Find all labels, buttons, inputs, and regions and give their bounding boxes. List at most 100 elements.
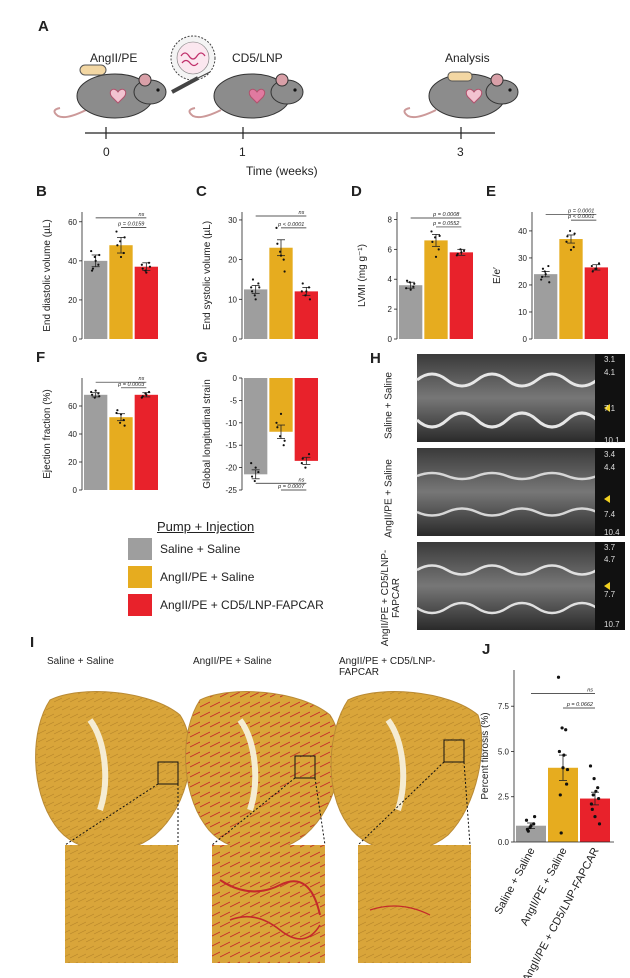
data-point	[459, 248, 462, 251]
timeline-axis-label: Time (weeks)	[246, 164, 318, 178]
timeline-tick-1: 1	[239, 145, 246, 159]
histology-zoom-saline	[65, 845, 178, 963]
data-point	[119, 240, 122, 243]
echo-image-car	[417, 542, 595, 630]
significance-label: p = 0.0001	[567, 209, 594, 215]
y-tick-label: -25	[225, 486, 237, 495]
data-point	[93, 396, 96, 399]
data-point	[548, 281, 551, 284]
data-point	[529, 824, 533, 828]
data-point	[147, 390, 151, 394]
panel-letter-j: J	[482, 641, 490, 658]
echo-row-label-car: AngII/PE + CD5/LNP-FAPCAR	[380, 549, 402, 647]
data-point	[591, 270, 594, 273]
bar	[294, 378, 318, 461]
y-tick-label: 0.0	[498, 838, 510, 847]
timeline-illustration	[53, 35, 519, 139]
echo-scale-1-a: 3.1	[604, 355, 616, 364]
data-point	[90, 269, 94, 272]
data-point	[145, 271, 148, 274]
panel-letter-a: A	[38, 18, 49, 35]
data-point	[116, 409, 119, 412]
data-point	[282, 444, 285, 447]
data-point	[251, 278, 255, 281]
data-point	[541, 267, 545, 270]
bar	[109, 417, 133, 490]
data-point	[409, 288, 412, 291]
data-point	[253, 294, 256, 297]
data-point	[456, 252, 459, 255]
y-tick-label: 60	[68, 402, 77, 411]
data-point	[119, 413, 123, 416]
data-point	[119, 255, 123, 259]
data-point	[594, 789, 598, 793]
data-point	[589, 802, 593, 806]
data-point	[569, 248, 573, 251]
chart-c: C 0 10 20 30 End systolic volume (µL) ns p < 0.…	[196, 183, 318, 344]
data-point	[119, 421, 122, 424]
histology-images	[35, 691, 483, 963]
echo-scale-3-b: 4.7	[604, 555, 616, 564]
data-point	[97, 263, 100, 266]
label-analysis: Analysis	[445, 51, 490, 65]
significance-label: ns	[299, 477, 305, 483]
y-tick-label: 20	[68, 296, 77, 305]
data-point	[253, 479, 256, 483]
y-axis-label: End diastolic volume (µL)	[42, 219, 53, 331]
y-axis-label: Global longitudinal strain	[202, 379, 213, 489]
data-point	[532, 822, 536, 826]
data-point	[434, 255, 438, 258]
chart-d: D 0 2 4 6 8 LVMI (mg g⁻¹) p = 0.0008 p = 0.0552	[351, 183, 473, 344]
y-tick-label: 10	[518, 308, 527, 317]
chart-j: J 0.0 2.5 5.0 7.5 Percent fibrosis (%) ns p = 0…	[480, 641, 614, 978]
panel-letter-b: B	[36, 183, 47, 200]
significance-label: ns	[299, 210, 305, 216]
significance-label: p = 0.0007	[277, 484, 305, 490]
data-point	[434, 236, 437, 239]
data-point	[283, 270, 286, 273]
histology-label-car: AngII/PE + CD5/LNP-FAPCAR	[339, 656, 436, 678]
bar	[244, 289, 268, 339]
panel-letter-g: G	[196, 349, 208, 366]
data-point	[408, 281, 411, 284]
data-point	[276, 242, 279, 245]
chart-g: G -25 -20 -15 -10 -5 0 Global longitudinal stra…	[196, 349, 318, 495]
data-point	[283, 439, 286, 442]
data-point	[430, 230, 433, 233]
bar	[399, 285, 423, 339]
data-point	[257, 470, 260, 474]
data-point	[592, 777, 596, 781]
bar	[134, 394, 158, 490]
y-tick-label: -10	[225, 419, 237, 428]
data-point	[275, 421, 278, 424]
legend-label-angpe: AngII/PE + Saline	[160, 570, 255, 584]
data-point	[116, 244, 119, 247]
y-tick-label: 40	[518, 227, 527, 236]
data-point	[301, 282, 304, 285]
data-point	[597, 262, 601, 265]
data-point	[141, 267, 144, 270]
data-point	[437, 248, 440, 251]
data-point	[148, 265, 152, 268]
data-point	[93, 255, 96, 259]
data-point	[275, 226, 278, 229]
echo-scale-3-d: 10.7	[604, 620, 620, 629]
data-point	[413, 282, 416, 285]
data-point	[250, 475, 254, 478]
data-point	[544, 273, 547, 276]
mouse-icon-week3	[403, 71, 519, 119]
y-tick-label: 20	[228, 256, 237, 265]
legend-swatch-saline	[128, 538, 152, 560]
data-point	[250, 290, 254, 293]
y-tick-label: 10	[228, 295, 237, 304]
data-point	[250, 286, 253, 289]
mouse-icon-week0	[53, 64, 167, 119]
data-point	[597, 822, 602, 826]
echo-scale-3-c: 7.7	[604, 590, 616, 599]
data-point	[431, 240, 434, 243]
echo-scale-1-d: 10.1	[604, 436, 620, 445]
significance-label: p = 0.0552	[432, 221, 459, 227]
data-point	[540, 275, 544, 278]
data-point	[304, 466, 307, 469]
data-point	[91, 267, 95, 270]
